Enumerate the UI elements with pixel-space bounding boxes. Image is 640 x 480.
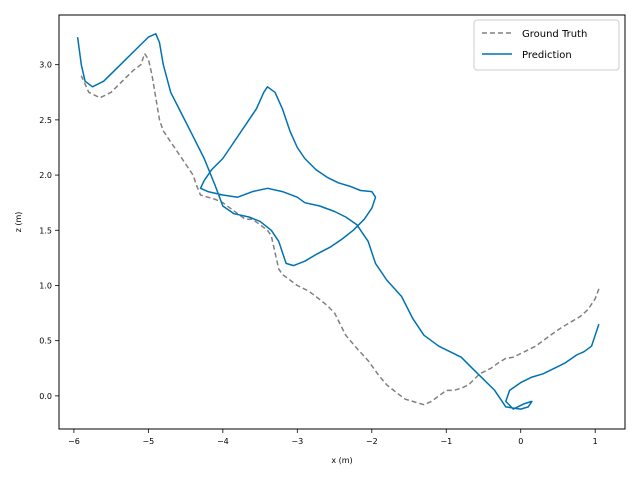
legend-label-ground-truth: Ground Truth <box>522 29 587 40</box>
series-line-prediction <box>76 33 600 410</box>
y-tick-label: 0.5 <box>39 337 52 346</box>
x-tick-label: −1 <box>440 437 452 446</box>
plot-area <box>59 15 625 429</box>
x-tick-label: −3 <box>291 437 303 446</box>
legend-box <box>473 19 620 71</box>
x-tick-label: −5 <box>142 437 154 446</box>
x-tick-label: −2 <box>366 437 378 446</box>
x-axis-ticks: −6 −5 −4 −3 −2 −1 0 1 <box>68 429 598 446</box>
x-tick-label: −4 <box>217 437 229 446</box>
y-tick-label: 2.5 <box>39 116 52 125</box>
y-axis-ticks: 0.0 0.5 1.0 1.5 2.0 2.5 3.0 <box>39 61 59 401</box>
x-axis-label: x (m) <box>331 456 352 465</box>
legend: Ground Truth Prediction <box>473 19 620 71</box>
y-axis-label: z (m) <box>14 212 23 233</box>
y-tick-label: 1.5 <box>39 226 52 235</box>
x-tick-label: 1 <box>593 437 598 446</box>
y-tick-label: 3.0 <box>39 61 52 70</box>
series-line-ground-truth <box>80 52 600 406</box>
y-tick-label: 1.0 <box>39 281 52 290</box>
x-tick-label: 0 <box>518 437 523 446</box>
plot-frame <box>58 14 626 430</box>
legend-label-prediction: Prediction <box>522 50 572 61</box>
series-layer <box>76 33 600 410</box>
y-tick-label: 0.0 <box>39 392 52 401</box>
y-tick-label: 2.0 <box>39 171 52 180</box>
x-tick-label: −6 <box>68 437 80 446</box>
